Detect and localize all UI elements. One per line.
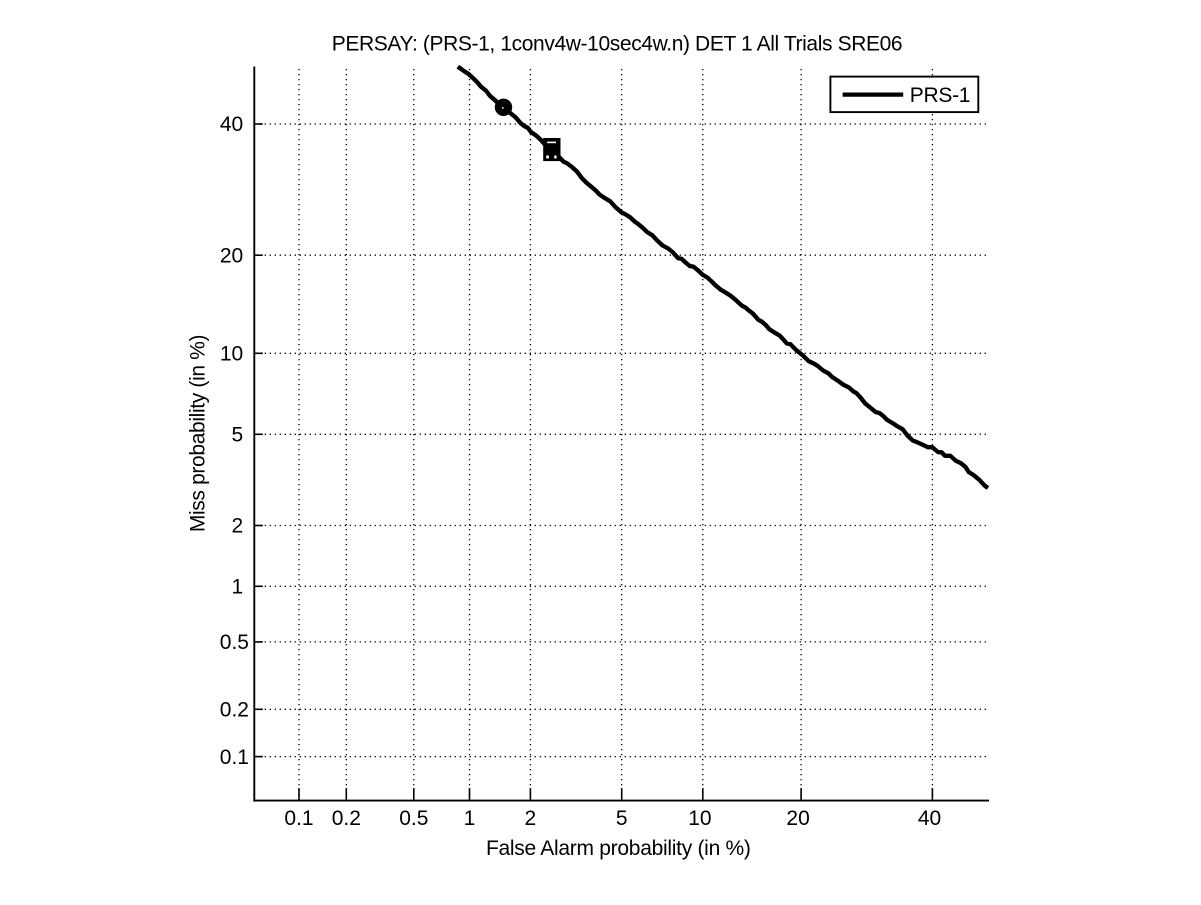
- svg-text:20: 20: [786, 807, 809, 830]
- svg-text:2: 2: [232, 515, 244, 538]
- svg-text:0.2: 0.2: [332, 807, 361, 830]
- svg-text:2: 2: [525, 807, 537, 830]
- svg-text:Miss probability (in %): Miss probability (in %): [187, 335, 210, 532]
- svg-text:40: 40: [918, 807, 941, 830]
- svg-text:PERSAY: (PRS-1, 1conv4w-10sec4: PERSAY: (PRS-1, 1conv4w-10sec4w.n) DET 1…: [332, 33, 902, 56]
- svg-text:5: 5: [232, 424, 244, 447]
- svg-text:10: 10: [688, 807, 711, 830]
- svg-text:1: 1: [464, 807, 476, 830]
- svg-text:0.1: 0.1: [220, 746, 249, 769]
- svg-text:10: 10: [220, 343, 243, 366]
- svg-text:1: 1: [232, 576, 244, 599]
- svg-text:PRS-1: PRS-1: [910, 84, 970, 107]
- svg-text:40: 40: [220, 113, 243, 136]
- svg-text:False Alarm probability (in %): False Alarm probability (in %): [486, 837, 751, 860]
- svg-text:20: 20: [220, 244, 243, 267]
- svg-text:0.2: 0.2: [220, 699, 249, 722]
- svg-text:0.5: 0.5: [399, 807, 428, 830]
- svg-text:5: 5: [616, 807, 628, 830]
- svg-text:0.1: 0.1: [284, 807, 313, 830]
- svg-text:0.5: 0.5: [220, 631, 249, 654]
